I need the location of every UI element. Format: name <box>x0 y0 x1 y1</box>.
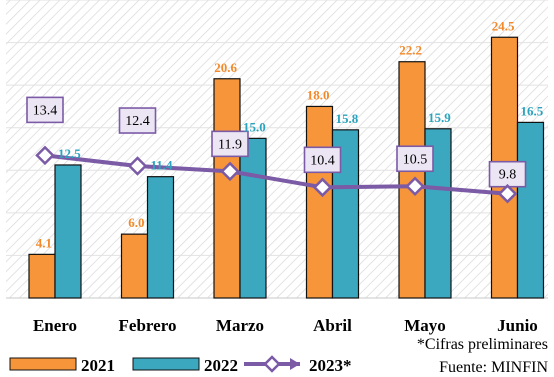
value-label-2023: 9.8 <box>499 168 517 183</box>
value-box-2023 <box>211 130 249 158</box>
line-series: 13.4 12.4 11.9 10.4 10.5 9.8 <box>26 96 527 204</box>
category-label: Febrero <box>119 316 177 335</box>
legend: 2021 2022 2023* <box>9 355 352 375</box>
marker-2023 <box>220 161 240 182</box>
value-label-2023: 10.5 <box>403 152 428 167</box>
bars <box>28 36 545 299</box>
marker-2023 <box>35 145 55 166</box>
value-box-2023 <box>118 107 157 134</box>
line-2023 <box>44 153 508 196</box>
marker-2023 <box>405 176 425 197</box>
value-label-2021: 6.0 <box>128 215 144 230</box>
marker-2023 <box>497 183 518 204</box>
bar-2021 <box>28 253 56 299</box>
value-label-2022: 15.9 <box>428 110 451 125</box>
plot-area <box>6 0 548 298</box>
value-label-2023: 10.4 <box>310 153 335 168</box>
note-preliminary: *Cifras preliminares <box>417 336 548 353</box>
value-label-2022: 16.5 <box>521 103 544 118</box>
legend-marker-2023 <box>263 355 281 373</box>
value-label-2022: 12.5 <box>58 146 81 161</box>
value-label-2022: 15.8 <box>336 111 359 126</box>
bar-2022 <box>54 164 82 299</box>
value-label-2022: 15.0 <box>243 119 266 134</box>
category-label: Junio <box>497 316 538 335</box>
value-label-2021: 4.1 <box>36 235 52 250</box>
legend-swatch-2021 <box>9 357 77 371</box>
bar-2021 <box>213 78 241 299</box>
value-box-2023 <box>303 146 342 174</box>
value-label-2023: 13.4 <box>33 103 58 118</box>
legend-label-2022: 2022 <box>204 356 238 375</box>
value-label-2021: 20.6 <box>214 60 237 75</box>
marker-2023 <box>312 177 333 198</box>
value-box-2023 <box>488 160 527 188</box>
legend-label-2023: 2023* <box>309 356 352 375</box>
bar-2022 <box>516 121 545 299</box>
legend-label-2021: 2021 <box>81 356 115 375</box>
value-label-2022: 11.4 <box>151 158 174 173</box>
value-labels: 4.1 12.5 6.0 11.4 20.6 15.0 18.0 15.8 22.2 15.9 24… <box>36 18 544 250</box>
category-labels: Enero Febrero Marzo Abril Mayo Junio <box>33 316 538 335</box>
category-label: Abril <box>313 316 352 335</box>
category-label: Mayo <box>404 316 446 335</box>
category-label: Marzo <box>216 316 264 335</box>
value-box-2023 <box>26 96 64 124</box>
bar-2022 <box>146 176 175 299</box>
bar-2021 <box>120 233 149 299</box>
bar-2021 <box>305 105 334 299</box>
value-label-2021: 18.0 <box>307 87 330 102</box>
value-box-2023 <box>396 145 434 173</box>
value-label-2021: 24.5 <box>492 18 515 33</box>
bar-2022 <box>239 137 267 299</box>
value-label-2023: 12.4 <box>125 114 150 129</box>
category-label: Enero <box>33 316 77 335</box>
gridlines <box>6 0 548 256</box>
legend-arrow-2023 <box>290 358 300 370</box>
marker-2023 <box>127 156 148 176</box>
legend-swatch-2022 <box>132 357 200 371</box>
value-label-2021: 22.2 <box>399 43 422 58</box>
value-label-2023: 11.9 <box>218 137 242 152</box>
note-source: Fuente: MINFIN <box>439 359 548 376</box>
